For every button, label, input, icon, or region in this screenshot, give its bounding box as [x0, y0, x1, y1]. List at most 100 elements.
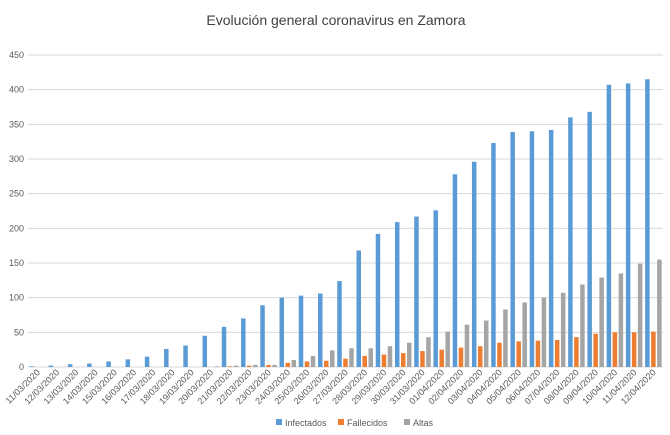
- legend-label-altas: Altas: [413, 418, 434, 428]
- legend: Infectados Fallecidos Altas: [276, 418, 434, 428]
- bar-infectados: [87, 363, 92, 367]
- bar-fallecidos: [554, 339, 560, 367]
- bar-infectados: [414, 216, 419, 367]
- bar-infectados: [471, 161, 477, 367]
- bar-infectados: [67, 364, 73, 367]
- bar-altas: [426, 337, 431, 367]
- bar-altas: [368, 348, 373, 367]
- bar-altas: [599, 277, 604, 367]
- legend-swatch-fallecidos: [338, 419, 344, 425]
- y-tick-label: 250: [9, 189, 24, 199]
- bar-fallecidos: [343, 358, 348, 367]
- bar-fallecidos: [477, 346, 483, 367]
- y-tick-label: 400: [9, 85, 24, 95]
- chart-title: Evolución general coronavirus en Zamora: [206, 12, 465, 28]
- bar-infectados: [144, 356, 150, 367]
- bar-infectados: [394, 222, 400, 367]
- y-tick-label: 350: [9, 119, 24, 129]
- bar-infectados: [164, 348, 169, 367]
- bar-altas: [387, 346, 393, 367]
- y-tick-label: 150: [9, 258, 24, 268]
- bar-fallecidos: [362, 355, 367, 367]
- bars: [29, 79, 662, 368]
- bar-infectados: [375, 233, 381, 367]
- bar-fallecidos: [535, 340, 541, 367]
- bar-infectados: [241, 318, 246, 367]
- bar-infectados: [106, 361, 111, 367]
- y-axis-ticks: 0 50 100 150 200 250 300 350 400 450: [9, 50, 24, 372]
- y-tick-label: 200: [9, 223, 24, 233]
- y-tick-label: 300: [9, 154, 24, 164]
- bar-fallecidos: [285, 362, 291, 367]
- bar-fallecidos: [497, 342, 502, 367]
- bar-infectados: [568, 117, 573, 368]
- bar-infectados: [298, 295, 304, 367]
- bar-infectados: [529, 131, 535, 367]
- x-axis-ticks: 11/03/202012/03/202013/03/202014/03/2020…: [4, 367, 658, 406]
- bar-fallecidos: [247, 365, 252, 367]
- bar-fallecidos: [574, 337, 579, 367]
- bar-infectados: [491, 143, 496, 367]
- y-tick-label: 0: [19, 362, 24, 372]
- bar-fallecidos: [420, 351, 425, 367]
- bar-altas: [349, 348, 354, 367]
- gridlines: [28, 54, 663, 368]
- legend-swatch-altas: [404, 419, 410, 425]
- bar-infectados: [625, 83, 631, 367]
- bar-altas: [310, 355, 316, 367]
- bar-altas: [253, 364, 258, 367]
- bar-fallecidos: [227, 366, 233, 367]
- bar-fallecidos: [593, 333, 598, 367]
- bar-fallecidos: [651, 331, 656, 367]
- bar-altas: [560, 292, 566, 367]
- bar-altas: [522, 302, 527, 367]
- bar-infectados: [183, 345, 188, 367]
- bar-fallecidos: [439, 349, 444, 367]
- bar-fallecidos: [381, 354, 387, 367]
- bar-altas: [291, 360, 297, 367]
- bar-fallecidos: [458, 347, 464, 367]
- y-tick-label: 50: [14, 327, 24, 337]
- bar-fallecidos: [516, 341, 521, 367]
- legend-label-fallecidos: Fallecidos: [347, 418, 388, 428]
- bar-infectados: [221, 326, 227, 367]
- bar-altas: [214, 366, 220, 367]
- bar-infectados: [645, 79, 650, 368]
- bar-infectados: [356, 250, 361, 367]
- bar-infectados: [510, 131, 515, 367]
- bar-fallecidos: [631, 332, 637, 367]
- legend-label-infectados: Infectados: [285, 418, 327, 428]
- bar-fallecidos: [324, 360, 329, 367]
- legend-swatch-infectados: [276, 419, 282, 425]
- bar-altas: [483, 320, 489, 367]
- bar-fallecidos: [400, 353, 406, 367]
- bar-altas: [330, 350, 335, 367]
- bar-altas: [637, 263, 643, 367]
- y-tick-label: 100: [9, 293, 24, 303]
- bar-fallecidos: [612, 332, 618, 367]
- bar-infectados: [433, 210, 438, 367]
- bar-infectados: [587, 111, 592, 367]
- y-tick-label: 450: [9, 50, 24, 60]
- bar-infectados: [548, 129, 554, 367]
- bar-infectados: [202, 335, 208, 367]
- bar-infectados: [318, 293, 323, 367]
- bar-infectados: [125, 359, 131, 367]
- bar-infectados: [279, 297, 285, 367]
- bar-altas: [406, 342, 412, 367]
- bar-altas: [541, 297, 547, 367]
- bar-fallecidos: [304, 361, 310, 367]
- bar-infectados: [260, 305, 265, 367]
- bar-altas: [272, 364, 277, 367]
- bar-altas: [464, 324, 470, 367]
- bar-altas: [503, 309, 508, 367]
- bar-infectados: [48, 365, 54, 367]
- bar-infectados: [606, 84, 612, 368]
- bar-infectados: [337, 281, 342, 367]
- bar-altas: [618, 273, 624, 367]
- bar-altas: [657, 259, 662, 367]
- bar-altas: [580, 284, 585, 367]
- bar-fallecidos: [266, 364, 271, 367]
